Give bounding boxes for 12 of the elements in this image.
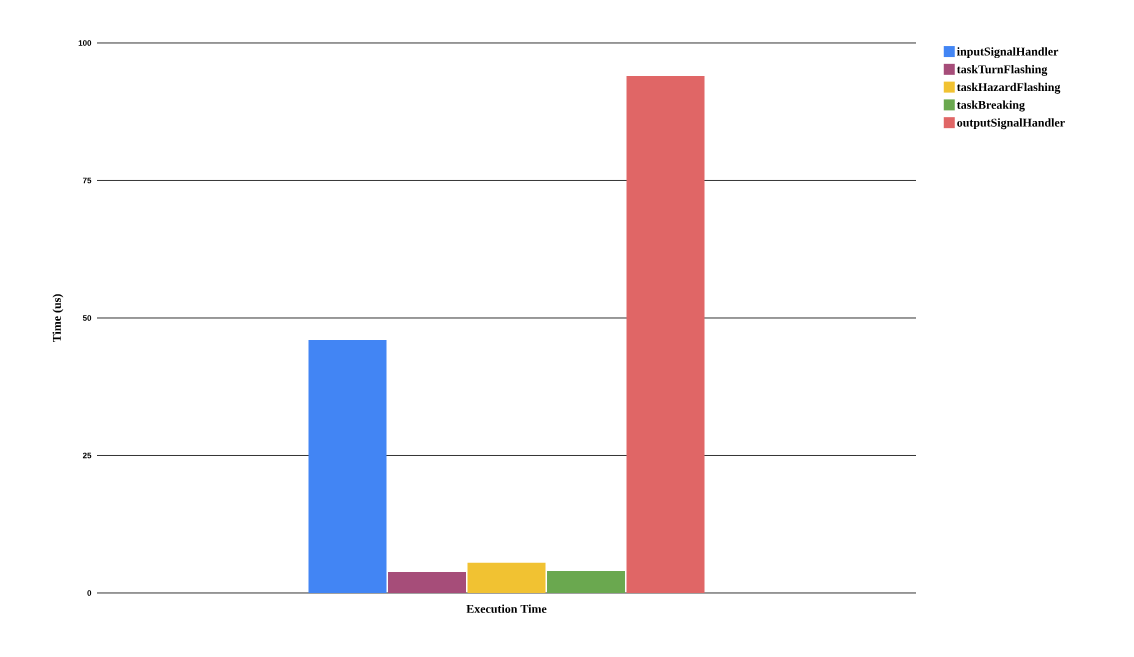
- legend-label: taskBreaking: [956, 100, 1025, 112]
- y-axis-title: Time (us): [52, 294, 64, 343]
- bar: [467, 562, 546, 593]
- x-tick-label: Execution Time: [466, 604, 547, 613]
- legend-label: outputSignalHandler: [957, 118, 1065, 130]
- bar: [308, 339, 387, 593]
- bar: [388, 572, 467, 593]
- legend-label: inputSignalHandler: [957, 47, 1059, 59]
- legend-label: taskTurnFlashing: [956, 64, 1048, 76]
- bar: [626, 75, 705, 593]
- bar: [547, 570, 626, 593]
- legend-label: taskHazardFlashing: [956, 82, 1061, 94]
